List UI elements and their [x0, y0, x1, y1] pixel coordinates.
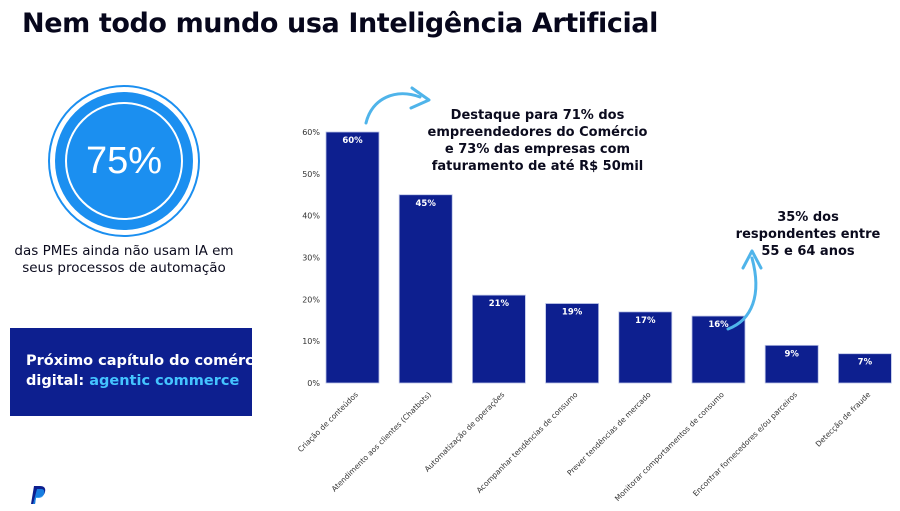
category-label: Detecção de fraude	[814, 390, 873, 449]
stat-circle: 75%	[55, 92, 193, 230]
y-tick-label: 40%	[302, 212, 320, 221]
bar-value-label: 45%	[416, 199, 437, 209]
bar	[398, 194, 453, 384]
next-chapter-prefix: digital:	[26, 373, 90, 389]
arrow-top-head-icon	[409, 86, 431, 110]
y-tick-label: 50%	[302, 170, 320, 179]
category-label: Automatização de operações	[423, 390, 507, 474]
arrow-right-icon	[726, 256, 758, 331]
bar-value-label: 16%	[708, 320, 729, 330]
bar-value-label: 9%	[784, 349, 799, 359]
bar	[545, 303, 599, 384]
callout-top: Destaque para 71% dos empreendedores do …	[427, 108, 648, 174]
stat-value: 75%	[85, 139, 163, 182]
y-tick-label: 10%	[302, 337, 320, 346]
y-tick-label: 20%	[302, 295, 320, 304]
page-title: Nem todo mundo usa Inteligência Artifici…	[22, 8, 658, 39]
callout-right: 35% dos respondentes entre 55 e 64 anos	[735, 210, 881, 259]
bar-value-label: 21%	[489, 299, 510, 309]
category-label: Criação de conteúdos	[296, 390, 360, 454]
paypal-logo-icon	[31, 486, 46, 504]
bar	[618, 311, 673, 384]
bar	[325, 131, 380, 384]
bar	[691, 315, 746, 384]
next-chapter-accent: agentic commerce	[89, 373, 240, 389]
category-label: Prever tendências de mercado	[565, 390, 653, 478]
y-tick-label: 0%	[307, 379, 320, 388]
next-chapter-line1: Próximo capítulo do comércio	[26, 353, 269, 369]
y-tick-label: 60%	[302, 128, 320, 137]
bar	[764, 344, 819, 384]
next-chapter-box: Próximo capítulo do comércio digital: ag…	[10, 328, 269, 416]
bar	[471, 294, 526, 384]
bar	[838, 353, 892, 384]
next-chapter-line2: digital: agentic commerce	[26, 371, 240, 391]
stat-caption: das PMEs ainda não usam IA em seus proce…	[14, 243, 234, 276]
bar-value-label: 60%	[342, 136, 363, 146]
bar-value-label: 19%	[562, 308, 583, 318]
stat-ring	[65, 102, 183, 220]
arrow-right-head-icon	[741, 249, 763, 270]
bar-value-label: 17%	[635, 316, 656, 326]
y-tick-label: 30%	[302, 254, 320, 263]
bar-value-label: 7%	[858, 358, 873, 368]
arrow-top-icon	[364, 92, 422, 125]
